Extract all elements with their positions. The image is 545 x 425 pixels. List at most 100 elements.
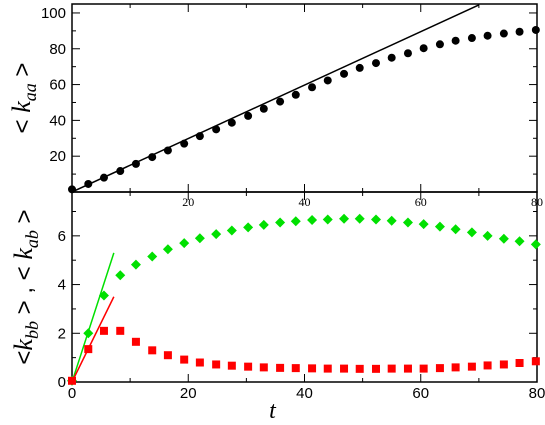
ylabel-open: < [11,351,38,365]
x-axis-label: t [269,398,277,424]
top-data-point [180,139,189,148]
top-data-point [403,49,412,58]
top-y-tick-label: 60 [49,77,66,94]
bottom-data-point-diamond [258,219,269,230]
bottom-data-point-square [340,364,349,373]
bottom-data-point-square [84,345,93,354]
bottom-data-point-square [419,364,428,373]
top-data-point [467,34,476,43]
bottom-data-point-square [499,360,508,369]
top-data-point [244,111,253,120]
top-data-point [308,83,317,92]
top-plot-frame [71,3,538,193]
top-data-point [148,153,157,162]
bottom-x-tick-label: 40 [296,385,313,402]
ylabel-k1: k [9,339,38,351]
bottom-data-point-square [227,361,236,370]
top-data-point [355,63,364,72]
bottom-data-point-diamond [466,227,477,238]
bottom-data-point-diamond [322,214,333,225]
ylabel-close: > [9,63,36,84]
bottom-data-point-diamond [130,259,141,270]
bottom-data-point-square [515,359,524,367]
bottom-data-point-diamond [147,251,158,262]
top-data-point [340,69,349,78]
ylabel-sub1: bb [22,321,42,339]
bottom-x-tick-label: 60 [412,385,429,402]
top-data-point [212,125,221,134]
bottom-data-point-square [451,363,460,372]
bottom-y-axis-label: <kbb > , < kab > [9,209,42,364]
top-x-tick-label: 20 [182,195,194,209]
bottom-data-point-square [195,358,204,367]
top-data-point [483,31,492,40]
ylabel-k: k [7,101,36,113]
bottom-data-point-diamond [83,328,94,339]
bottom-data-point-square [403,364,412,373]
top-data-point [531,25,540,34]
bottom-data-point-square [163,351,172,360]
top-data-point [371,59,380,68]
top-data-point [387,53,396,62]
ylabel-k2: k [9,248,38,260]
top-data-point [276,97,285,106]
bottom-data-point-square [180,355,189,364]
bottom-data-point-square [355,364,364,373]
bottom-data-point-square [68,376,76,385]
bottom-x-tick-label: 0 [68,385,76,402]
top-y-axis-label: < kaa > [7,63,40,134]
top-data-point [131,159,140,168]
bottom-data-point-square [435,364,444,373]
top-data-point [163,146,172,155]
bottom-data-point-diamond [211,229,222,240]
top-data-point [419,44,428,53]
bottom-data-point-square [387,364,396,373]
bottom-data-point-square [99,326,108,335]
bottom-data-point-diamond [290,216,301,227]
bottom-data-point-diamond [179,238,190,249]
bottom-data-point-diamond [530,239,541,250]
bottom-data-point-square [259,363,268,372]
top-data-point [451,36,460,45]
bottom-data-point-square [531,357,540,366]
bottom-data-point-diamond [418,219,429,230]
bottom-data-point-square [467,362,476,371]
bottom-fit-line [72,296,115,382]
bottom-x-tick-label: 80 [529,385,545,402]
bottom-data-point-square [276,363,285,372]
bottom-data-point-diamond [339,213,350,224]
top-y-tick-label: 80 [49,41,66,58]
bottom-data-point-square [116,326,125,335]
bottom-x-tick-label: 20 [180,385,197,402]
bottom-data-point-diamond [307,215,318,226]
bottom-data-point-square [212,360,221,369]
bottom-data-point-diamond [514,236,525,247]
bottom-data-point-diamond [482,230,493,241]
top-data-point [259,104,268,113]
ylabel-sub2: ab [22,230,42,248]
top-data-point [116,167,125,176]
ylabel-sub: aa [20,83,40,101]
bottom-data-point-diamond [115,270,126,281]
top-data-point [499,29,508,38]
bottom-data-point-diamond [386,215,397,226]
top-data-point [323,76,332,85]
top-y-tick-label: 40 [49,112,66,129]
top-data-point [435,40,444,49]
top-data-group [72,4,480,192]
bottom-data-point-diamond [498,233,509,244]
top-data-point [291,90,300,99]
bottom-data-point-diamond [243,222,254,233]
bottom-plot-frame [71,191,538,383]
bottom-y-tick-label: 2 [58,325,66,342]
bottom-data-point-square [371,364,380,373]
top-data-point [195,132,204,141]
bottom-data-point-diamond [194,233,205,244]
top-x-tick-label: 40 [299,195,311,209]
bottom-data-point-square [323,364,332,373]
bottom-data-point-diamond [434,221,445,232]
